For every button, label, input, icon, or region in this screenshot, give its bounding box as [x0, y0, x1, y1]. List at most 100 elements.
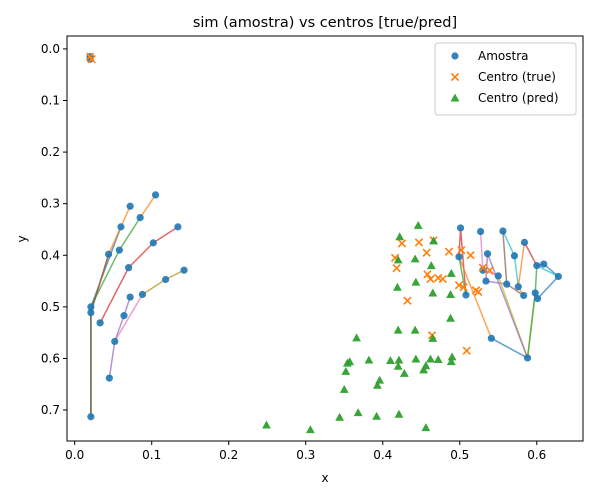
- centro-pred-point: [262, 420, 271, 429]
- amostra-point: [96, 319, 104, 327]
- amostra-point: [149, 239, 157, 247]
- x-tick-label: 0.0: [65, 448, 84, 462]
- centro-true-point: [414, 238, 424, 247]
- amostra-point: [136, 214, 144, 222]
- centro-true-point: [392, 264, 401, 273]
- centro-pred-point: [411, 277, 421, 286]
- x-tick-label: 0.1: [142, 448, 161, 462]
- centro-pred-point: [394, 355, 404, 364]
- legend-amostra-marker: [451, 52, 459, 60]
- amostra-point: [115, 246, 123, 254]
- amostra-point: [120, 312, 128, 320]
- centro-pred-point: [352, 333, 361, 342]
- y-tick-label: 0.1: [41, 93, 60, 107]
- centro-true-point: [457, 245, 466, 255]
- data-points: [85, 52, 562, 434]
- amostra-point: [174, 223, 182, 231]
- amostra-point: [476, 227, 485, 236]
- centro-true-point: [462, 346, 471, 355]
- y-tick-label: 0.7: [41, 403, 60, 417]
- connector-line: [108, 296, 131, 379]
- centro-true-point: [444, 247, 454, 256]
- connector-lines: [90, 194, 560, 417]
- x-tick-label: 0.2: [219, 448, 238, 462]
- connector-line: [90, 217, 141, 417]
- amostra-point: [87, 303, 95, 311]
- centro-pred-point: [419, 365, 428, 374]
- amostra-point: [540, 260, 548, 268]
- amostra-point: [494, 272, 502, 280]
- centro-true-point: [478, 263, 488, 272]
- legend-box: [434, 42, 577, 116]
- centro-pred-point: [411, 354, 421, 363]
- amostra-point: [503, 280, 511, 288]
- centro-pred-point: [426, 354, 435, 363]
- amostra-point: [462, 291, 470, 299]
- centro-pred-point: [429, 236, 438, 245]
- centro-true-point: [454, 281, 464, 290]
- x-tick-label: 0.4: [373, 448, 392, 462]
- centro-pred-point: [386, 356, 395, 365]
- amostra-point: [520, 291, 528, 300]
- amostra-point: [510, 252, 519, 260]
- amostra-point: [533, 295, 542, 303]
- amostra-point: [117, 223, 125, 231]
- chart-title: sim (amostra) vs centros [true/pred]: [193, 15, 457, 31]
- centro-true-point: [459, 283, 468, 292]
- connector-line: [99, 226, 179, 324]
- amostra-point: [533, 261, 541, 270]
- centro-true-point: [485, 266, 494, 275]
- centro-pred-point: [372, 411, 381, 420]
- centro-pred-point: [392, 282, 402, 291]
- amostra-point: [105, 374, 113, 382]
- amostra-point: [87, 308, 95, 317]
- y-tick-label: 0.0: [41, 42, 60, 56]
- centro-pred-point: [428, 288, 438, 297]
- plot-frame: [66, 35, 584, 442]
- connector-line: [486, 253, 529, 359]
- y-axis-label: y: [15, 235, 29, 242]
- amostra-point: [456, 224, 465, 232]
- connector-line: [458, 256, 493, 339]
- centro-pred-point: [393, 325, 403, 334]
- centro-pred-point: [446, 268, 456, 277]
- centro-pred-point: [433, 355, 443, 364]
- legend: Amostra Centro (true) Centro (pred): [434, 42, 577, 116]
- legend-label: Centro (true): [478, 70, 556, 84]
- connector-line: [139, 194, 157, 219]
- centro-pred-point: [446, 313, 455, 322]
- centro-pred-point: [393, 255, 403, 264]
- amostra-point: [482, 277, 490, 285]
- centro-true-point: [466, 251, 475, 260]
- centro-true-point: [438, 274, 447, 284]
- centro-pred-point: [335, 412, 345, 421]
- x-axis: 0.0 0.1 0.2 0.3 0.4 0.5 0.6: [65, 441, 546, 462]
- x-axis-label: x: [321, 471, 328, 485]
- centro-pred-point: [339, 385, 349, 393]
- amostra-point: [514, 283, 522, 291]
- centro-true-point: [422, 248, 431, 257]
- y-tick-label: 0.5: [41, 300, 60, 314]
- centro-pred-point: [447, 352, 457, 361]
- amostra-point: [104, 250, 113, 258]
- centro-true-point: [403, 296, 412, 305]
- centro-pred-point: [394, 409, 404, 418]
- legend-items: Amostra Centro (true) Centro (pred): [450, 49, 559, 105]
- amostra-point: [455, 253, 463, 261]
- amostra-point: [499, 227, 507, 235]
- legend-centro-true-marker: [450, 72, 460, 82]
- y-axis: 0.0 0.1 0.2 0.3 0.4 0.5 0.6 0.7: [41, 42, 67, 417]
- centro-pred-point: [410, 325, 420, 334]
- x-tick-label: 0.3: [296, 448, 315, 462]
- centro-pred-point: [421, 423, 431, 432]
- amostra-point: [87, 413, 95, 421]
- connector-line: [142, 269, 185, 296]
- centro-pred-point: [413, 220, 423, 229]
- legend-label: Amostra: [478, 49, 528, 63]
- amostra-point: [487, 334, 495, 342]
- centro-pred-point: [446, 290, 455, 298]
- centro-pred-point: [428, 333, 438, 342]
- amostra-point: [531, 289, 539, 297]
- connector-line: [114, 269, 185, 342]
